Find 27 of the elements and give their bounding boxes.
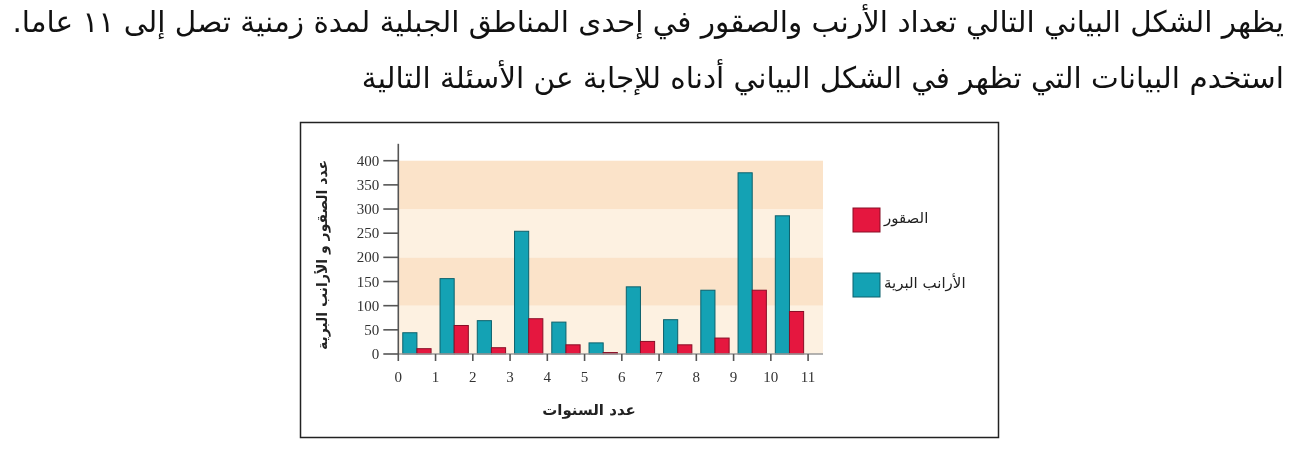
legend-label: الصقور [883,209,929,227]
legend-label: الأرانب البرية [884,273,966,292]
chart-subtitle: استخدم البيانات التي تظهر في الشكل البياني أدناه للإجابة عن الأسئلة التالية [361,58,1284,98]
chart-title: يظهر الشكل البياني التالي تعداد الأرنب والصقور في إحدى المناطق الجبلية لمدة زمنية تصل إلى ١١ عاما. [12,3,1284,42]
x-tick-label: 9 [729,369,738,385]
x-tick-label: 6 [618,369,627,385]
x-tick-label: 3 [506,369,514,385]
x-tick-label: 2 [469,369,477,385]
y-tick-label: 250 [356,225,380,242]
y-tick-label: 100 [356,297,380,314]
y-tick-label: 150 [356,273,380,290]
y-tick-label: 400 [356,152,380,169]
x-tick-label: 7 [655,369,664,385]
x-axis-title: عدد السنوات [542,401,636,419]
y-tick-label: 200 [356,249,380,266]
y-tick-label: 0 [371,346,380,362]
y-tick-label: 50 [364,321,380,338]
y-axis-title: عدد الصقور و الأرانب البرية [314,159,331,351]
y-tick-label: 300 [356,201,380,218]
x-tick-label: 4 [543,369,552,385]
x-tick-label: 0 [394,369,403,385]
x-tick-label: 5 [580,369,589,385]
x-tick-label: 10 [763,369,779,385]
y-tick-label: 350 [356,176,380,193]
x-tick-label: 1 [431,369,440,385]
x-tick-label: 8 [692,369,701,385]
x-tick-label: 11 [800,369,816,385]
